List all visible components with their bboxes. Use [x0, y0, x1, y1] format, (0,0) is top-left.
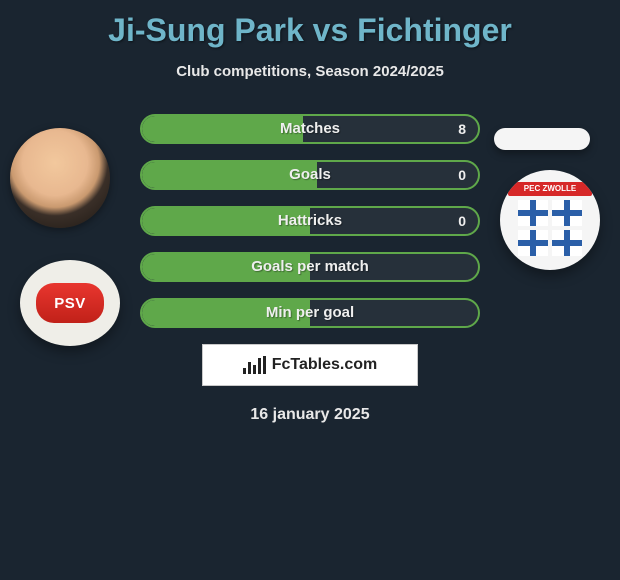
stat-value-right: 8 — [458, 116, 466, 142]
stat-row-matches: Matches 8 — [140, 114, 480, 144]
stats-container: Matches 8 Goals 0 Hattricks 0 Goals per … — [140, 114, 480, 328]
stat-label: Matches — [142, 116, 478, 142]
stat-value-right: 0 — [458, 162, 466, 188]
date-text: 16 january 2025 — [0, 406, 620, 424]
page-title: Ji-Sung Park vs Fichtinger — [0, 0, 620, 49]
club-left-short: PSV — [36, 283, 104, 323]
stat-row-mpg: Min per goal — [140, 298, 480, 328]
club-left-badge: PSV — [20, 260, 120, 346]
brand-box[interactable]: FcTables.com — [202, 344, 418, 386]
subtitle: Club competitions, Season 2024/2025 — [0, 63, 620, 80]
stat-label: Hattricks — [142, 208, 478, 234]
stat-label: Goals per match — [142, 254, 478, 280]
club-right-short: PEC ZWOLLE — [508, 182, 592, 196]
player-left-avatar — [10, 128, 110, 228]
stat-label: Goals — [142, 162, 478, 188]
player-right-avatar-placeholder — [494, 128, 590, 150]
brand-text: FcTables.com — [272, 356, 378, 374]
stat-value-right: 0 — [458, 208, 466, 234]
bar-chart-icon — [243, 356, 266, 374]
stat-row-goals: Goals 0 — [140, 160, 480, 190]
stat-row-hattricks: Hattricks 0 — [140, 206, 480, 236]
club-right-crest-icon — [518, 200, 582, 256]
club-right-badge: PEC ZWOLLE — [500, 170, 600, 270]
stat-row-gpm: Goals per match — [140, 252, 480, 282]
stat-label: Min per goal — [142, 300, 478, 326]
